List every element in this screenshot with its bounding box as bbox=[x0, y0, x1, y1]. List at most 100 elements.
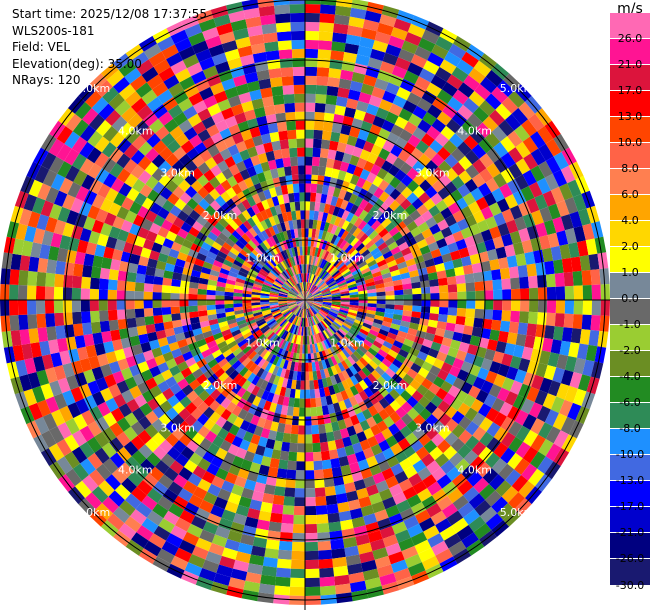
velocity-gate bbox=[367, 288, 377, 294]
velocity-gate bbox=[538, 143, 554, 161]
velocity-gate bbox=[282, 359, 289, 370]
velocity-gate bbox=[233, 296, 243, 300]
velocity-gate bbox=[582, 285, 593, 300]
velocity-gate bbox=[315, 278, 322, 287]
range-ring-label: 2.0km bbox=[203, 379, 238, 392]
colorbar-tick-label: -21.0 bbox=[610, 526, 650, 539]
velocity-gate bbox=[287, 301, 297, 304]
velocity-gate bbox=[345, 318, 355, 325]
velocity-gate bbox=[305, 532, 318, 543]
velocity-gate bbox=[247, 508, 261, 520]
velocity-gate bbox=[368, 360, 379, 370]
velocity-gate bbox=[319, 432, 328, 443]
velocity-gate bbox=[322, 294, 332, 298]
velocity-gate bbox=[198, 390, 210, 402]
velocity-gate bbox=[337, 312, 347, 319]
velocity-gate bbox=[358, 345, 368, 354]
velocity-gate bbox=[419, 517, 436, 532]
velocity-gate bbox=[162, 199, 175, 213]
velocity-gate bbox=[500, 416, 515, 432]
velocity-gate bbox=[324, 274, 332, 282]
velocity-gate bbox=[366, 172, 377, 184]
velocity-gate bbox=[264, 548, 279, 559]
velocity-gate bbox=[245, 242, 255, 252]
velocity-gate bbox=[251, 237, 260, 247]
velocity-gate bbox=[426, 460, 441, 475]
velocity-gate bbox=[399, 78, 415, 93]
velocity-gate bbox=[165, 230, 178, 242]
velocity-gate bbox=[264, 105, 276, 116]
velocity-gate bbox=[284, 282, 292, 289]
velocity-gate bbox=[107, 289, 117, 300]
velocity-gate bbox=[421, 555, 440, 571]
velocity-gate bbox=[276, 327, 284, 337]
velocity-gate bbox=[530, 148, 546, 166]
velocity-gate bbox=[289, 442, 298, 453]
velocity-gate bbox=[264, 228, 273, 238]
velocity-gate bbox=[234, 281, 245, 287]
velocity-gate bbox=[370, 424, 382, 436]
velocity-gate bbox=[305, 300, 311, 308]
velocity-gate bbox=[331, 256, 339, 266]
velocity-gate bbox=[289, 4, 305, 14]
velocity-gate bbox=[231, 360, 242, 370]
velocity-gate bbox=[380, 267, 391, 276]
velocity-gate bbox=[355, 360, 365, 370]
velocity-gate bbox=[385, 222, 396, 233]
velocity-gate bbox=[347, 25, 363, 37]
velocity-gate bbox=[215, 393, 226, 405]
velocity-gate bbox=[317, 415, 325, 425]
velocity-gate bbox=[174, 517, 191, 532]
velocity-gate bbox=[415, 509, 431, 524]
velocity-gate bbox=[335, 392, 344, 403]
velocity-gate bbox=[282, 193, 290, 204]
velocity-gate bbox=[308, 317, 312, 327]
velocity-gate bbox=[323, 273, 331, 281]
velocity-gate bbox=[248, 185, 258, 197]
velocity-gate bbox=[569, 372, 583, 389]
velocity-gate bbox=[456, 308, 467, 317]
velocity-gate bbox=[125, 290, 135, 300]
range-ring-label: 3.0km bbox=[415, 421, 450, 434]
velocity-gate bbox=[374, 279, 384, 286]
velocity-gate bbox=[495, 103, 512, 120]
velocity-gate bbox=[108, 319, 119, 331]
velocity-gate bbox=[235, 335, 245, 344]
velocity-gate bbox=[437, 369, 449, 381]
velocity-gate bbox=[326, 242, 334, 252]
velocity-gate bbox=[160, 132, 176, 147]
velocity-gate bbox=[335, 5, 352, 17]
velocity-gate bbox=[234, 475, 247, 488]
velocity-gate bbox=[211, 349, 223, 359]
velocity-gate bbox=[384, 195, 395, 207]
velocity-gate bbox=[446, 74, 464, 90]
velocity-gate bbox=[448, 540, 467, 557]
velocity-gate bbox=[376, 332, 387, 341]
velocity-gate bbox=[235, 226, 245, 237]
velocity-gate bbox=[423, 60, 440, 75]
velocity-gate bbox=[333, 565, 349, 577]
velocity-gate bbox=[9, 284, 19, 300]
velocity-gate bbox=[461, 532, 479, 549]
velocity-gate bbox=[296, 274, 301, 283]
velocity-gate bbox=[438, 307, 449, 315]
velocity-gate bbox=[315, 324, 322, 333]
velocity-gate bbox=[495, 480, 512, 497]
velocity-gate bbox=[348, 286, 358, 291]
velocity-gate bbox=[385, 300, 395, 305]
velocity-gate bbox=[573, 300, 584, 315]
velocity-gate bbox=[234, 309, 244, 315]
velocity-gate bbox=[547, 380, 561, 397]
velocity-gate bbox=[204, 157, 218, 170]
velocity-gate bbox=[215, 526, 231, 539]
velocity-gate bbox=[200, 379, 212, 390]
velocity-gate bbox=[273, 325, 281, 334]
velocity-gate bbox=[378, 148, 391, 161]
velocity-gate bbox=[235, 350, 245, 360]
velocity-gate bbox=[370, 144, 383, 157]
velocity-gate bbox=[252, 536, 268, 549]
velocity-gate bbox=[62, 194, 76, 210]
velocity-gate bbox=[185, 232, 197, 243]
velocity-gate bbox=[184, 414, 197, 427]
velocity-gate bbox=[376, 300, 386, 305]
